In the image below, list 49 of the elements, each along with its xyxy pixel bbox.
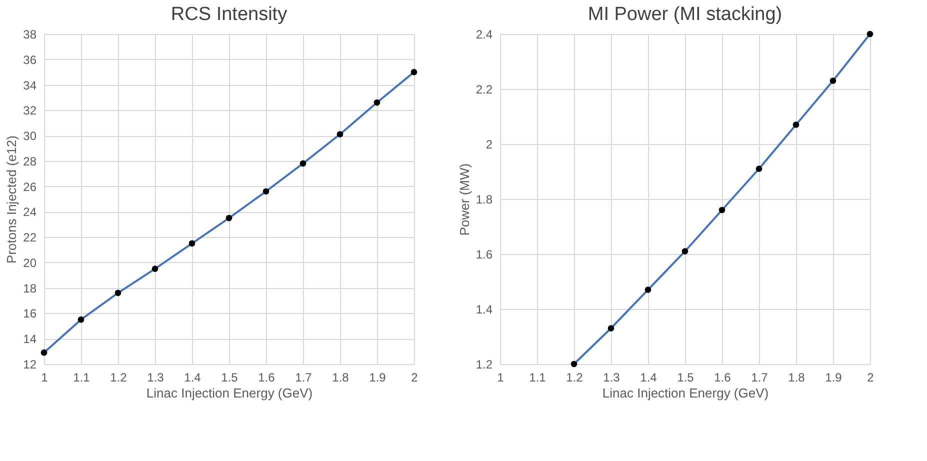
x-tick-label: 1.3	[603, 370, 620, 384]
y-tick-label: 1.8	[476, 192, 493, 206]
x-tick-label: 1	[497, 370, 504, 384]
y-tick-label: 1.2	[476, 358, 493, 372]
x-tick-label: 1	[41, 370, 48, 384]
x-axis-title: Linac Injection Energy (GeV)	[146, 386, 313, 400]
x-axis-title: Linac Injection Energy (GeV)	[602, 386, 769, 400]
x-tick-label: 1.9	[825, 370, 842, 384]
y-tick-label: 16	[23, 306, 37, 321]
y-tick-label: 1.6	[476, 248, 493, 262]
y-tick-label: 36	[23, 52, 37, 67]
x-tick-label: 1.3	[147, 370, 164, 384]
y-axis-title: Power (MW)	[456, 163, 472, 236]
y-tick-label: 1.4	[476, 302, 493, 316]
y-tick-label: 22	[23, 230, 37, 245]
x-tick-label: 1.7	[295, 370, 312, 384]
y-tick-label: 2	[486, 138, 493, 152]
x-tick-label: 1.9	[369, 370, 386, 384]
y-tick-label: 2.4	[476, 28, 493, 42]
y-tick-label: 34	[23, 78, 37, 92]
y-tick-label: 28	[23, 154, 37, 168]
y-tick-label: 32	[23, 104, 37, 118]
y-tick-label: 30	[23, 129, 37, 144]
x-tick-label: 1.4	[640, 370, 658, 384]
y-tick-label: 26	[23, 180, 37, 194]
y-tick-label: 38	[23, 28, 37, 42]
x-tick-label: 1.2	[566, 370, 584, 384]
y-tick-label: 2.2	[476, 82, 493, 96]
y-tick-label: 18	[23, 281, 37, 296]
x-tick-label: 2	[867, 370, 874, 384]
y-tick-label: 12	[23, 358, 37, 372]
x-tick-label: 1.4	[184, 370, 202, 384]
x-tick-label: 1.8	[788, 370, 806, 384]
x-tick-label: 1.7	[751, 370, 768, 384]
chart-title: RCS Intensity	[170, 4, 288, 25]
x-tick-label: 1.5	[677, 370, 694, 384]
x-tick-label: 1.8	[332, 370, 350, 384]
chart-title: MI Power (MI stacking)	[588, 4, 782, 25]
x-tick-label: 1.6	[714, 370, 732, 384]
y-tick-label: 20	[23, 256, 37, 270]
y-tick-label: 24	[23, 205, 37, 220]
x-tick-label: 2	[411, 370, 418, 384]
y-tick-label: 14	[23, 332, 37, 346]
x-tick-label: 1.1	[529, 370, 546, 384]
y-axis-title: Protons Injected (e12)	[4, 136, 20, 264]
x-tick-label: 1.6	[258, 370, 276, 384]
x-tick-label: 1.2	[110, 370, 128, 384]
x-tick-label: 1.1	[73, 370, 90, 384]
x-tick-label: 1.5	[221, 370, 238, 384]
